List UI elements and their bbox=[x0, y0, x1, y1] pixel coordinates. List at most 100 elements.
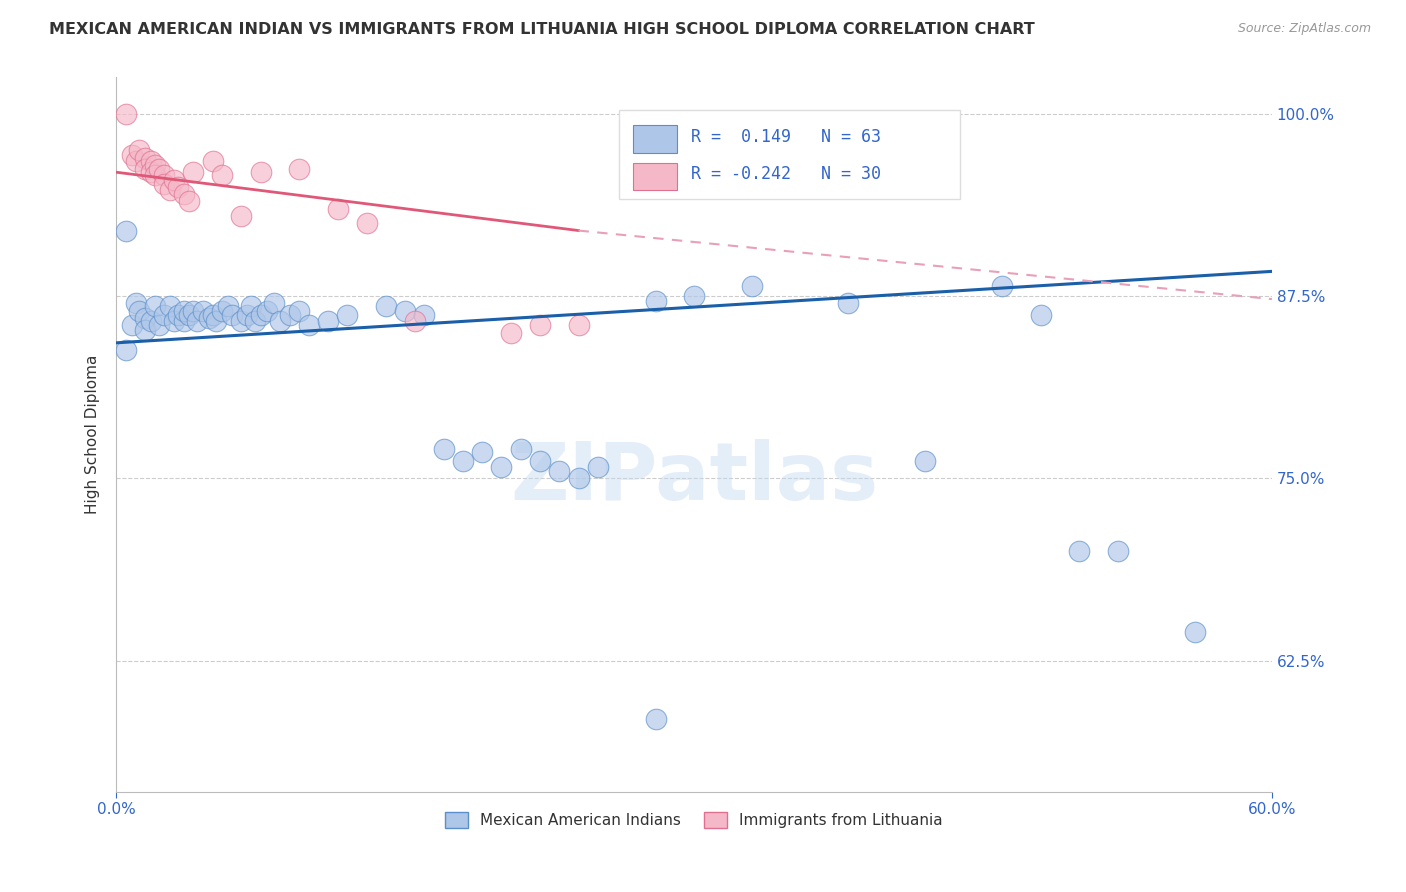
Point bbox=[139, 165, 162, 179]
Point bbox=[181, 165, 204, 179]
Point bbox=[211, 303, 233, 318]
Point bbox=[278, 308, 301, 322]
Point bbox=[115, 223, 138, 237]
Point bbox=[326, 202, 349, 216]
Point bbox=[471, 445, 494, 459]
Point bbox=[298, 318, 321, 333]
Point bbox=[148, 162, 170, 177]
Point bbox=[644, 712, 666, 726]
Point bbox=[134, 323, 156, 337]
Point bbox=[115, 107, 138, 121]
Point bbox=[205, 314, 228, 328]
Point bbox=[139, 153, 162, 168]
Text: R = -0.242   N = 30: R = -0.242 N = 30 bbox=[690, 165, 880, 183]
Point bbox=[186, 314, 208, 328]
Point bbox=[586, 459, 609, 474]
Point bbox=[153, 177, 176, 191]
Point bbox=[394, 303, 416, 318]
Point bbox=[173, 314, 195, 328]
Point bbox=[179, 194, 201, 209]
Point bbox=[1184, 624, 1206, 639]
Point bbox=[143, 158, 166, 172]
Point bbox=[173, 303, 195, 318]
Point bbox=[548, 464, 571, 478]
Point bbox=[269, 314, 291, 328]
Text: Source: ZipAtlas.com: Source: ZipAtlas.com bbox=[1237, 22, 1371, 36]
Text: ZIPatlas: ZIPatlas bbox=[510, 439, 879, 516]
Point bbox=[121, 318, 143, 333]
Point bbox=[741, 279, 763, 293]
Point bbox=[159, 183, 181, 197]
Point bbox=[288, 303, 311, 318]
Point bbox=[143, 299, 166, 313]
Point bbox=[231, 314, 253, 328]
Point bbox=[644, 293, 666, 308]
Point bbox=[191, 303, 214, 318]
Point bbox=[356, 216, 378, 230]
Point bbox=[163, 314, 186, 328]
Point bbox=[211, 168, 233, 182]
Point bbox=[148, 318, 170, 333]
Point bbox=[124, 296, 146, 310]
Point bbox=[115, 343, 138, 358]
Point bbox=[167, 308, 190, 322]
Point bbox=[217, 299, 239, 313]
Point bbox=[991, 279, 1014, 293]
Point bbox=[249, 308, 271, 322]
Y-axis label: High School Diploma: High School Diploma bbox=[86, 355, 100, 515]
Point bbox=[201, 153, 224, 168]
Point bbox=[240, 299, 263, 313]
Point bbox=[1107, 544, 1129, 558]
Point bbox=[121, 147, 143, 161]
Point bbox=[914, 454, 936, 468]
Point bbox=[134, 311, 156, 326]
Point bbox=[179, 308, 201, 322]
Point bbox=[197, 311, 219, 326]
FancyBboxPatch shape bbox=[633, 162, 676, 190]
Point bbox=[433, 442, 456, 457]
Point bbox=[134, 162, 156, 177]
Point bbox=[243, 314, 266, 328]
Point bbox=[316, 314, 339, 328]
Point bbox=[529, 318, 551, 333]
Point bbox=[288, 162, 311, 177]
Point bbox=[163, 172, 186, 186]
Point bbox=[221, 308, 243, 322]
Point bbox=[501, 326, 523, 340]
Point bbox=[167, 179, 190, 194]
FancyBboxPatch shape bbox=[633, 126, 676, 153]
Point bbox=[336, 308, 359, 322]
Point bbox=[128, 303, 150, 318]
Point bbox=[404, 314, 426, 328]
Point bbox=[567, 318, 589, 333]
FancyBboxPatch shape bbox=[619, 110, 960, 199]
Text: R =  0.149   N = 63: R = 0.149 N = 63 bbox=[690, 128, 880, 145]
Point bbox=[181, 303, 204, 318]
Point bbox=[139, 314, 162, 328]
Point bbox=[567, 471, 589, 485]
Point bbox=[263, 296, 285, 310]
Point bbox=[451, 454, 474, 468]
Point bbox=[153, 308, 176, 322]
Point bbox=[153, 168, 176, 182]
Point bbox=[529, 454, 551, 468]
Point bbox=[374, 299, 396, 313]
Point bbox=[231, 209, 253, 223]
Point bbox=[529, 836, 551, 850]
Point bbox=[159, 299, 181, 313]
Point bbox=[249, 165, 271, 179]
Point bbox=[837, 296, 859, 310]
Point bbox=[683, 289, 706, 303]
Legend: Mexican American Indians, Immigrants from Lithuania: Mexican American Indians, Immigrants fro… bbox=[439, 806, 949, 834]
Point bbox=[134, 151, 156, 165]
Point bbox=[491, 459, 513, 474]
Point bbox=[143, 168, 166, 182]
Point bbox=[1029, 308, 1052, 322]
Point bbox=[1069, 544, 1091, 558]
Point bbox=[256, 303, 278, 318]
Point bbox=[124, 153, 146, 168]
Point bbox=[413, 308, 436, 322]
Point bbox=[201, 308, 224, 322]
Point bbox=[509, 442, 531, 457]
Point bbox=[173, 187, 195, 202]
